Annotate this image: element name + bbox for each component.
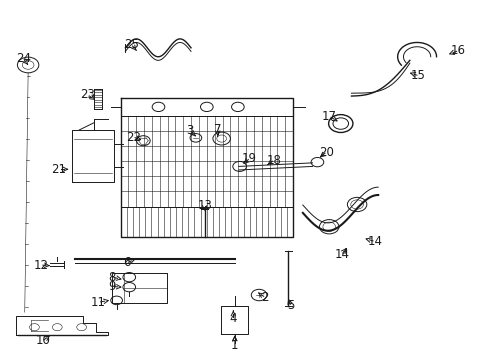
Text: 7: 7 <box>214 123 221 136</box>
Text: 15: 15 <box>410 69 425 82</box>
Text: 4: 4 <box>229 312 237 325</box>
Text: 23: 23 <box>81 89 95 102</box>
Text: 24: 24 <box>16 52 31 65</box>
Text: 13: 13 <box>197 198 212 212</box>
Text: 19: 19 <box>242 152 256 165</box>
Text: 6: 6 <box>123 256 130 269</box>
Text: 5: 5 <box>286 299 294 312</box>
Text: 20: 20 <box>318 146 333 159</box>
Text: 22: 22 <box>126 131 141 144</box>
Text: 18: 18 <box>265 154 281 167</box>
Text: 25: 25 <box>124 39 139 51</box>
Text: 14: 14 <box>334 248 348 261</box>
Text: 14: 14 <box>366 235 382 248</box>
Text: 9: 9 <box>108 280 116 293</box>
Text: 1: 1 <box>230 338 238 351</box>
Text: 17: 17 <box>322 110 336 123</box>
Text: 8: 8 <box>108 271 116 284</box>
Text: 3: 3 <box>186 124 193 137</box>
Text: 11: 11 <box>91 296 106 309</box>
Text: 10: 10 <box>35 334 50 347</box>
Text: 2: 2 <box>261 291 268 304</box>
Text: 16: 16 <box>450 44 465 57</box>
Text: 12: 12 <box>34 258 49 271</box>
Text: 21: 21 <box>51 163 66 176</box>
